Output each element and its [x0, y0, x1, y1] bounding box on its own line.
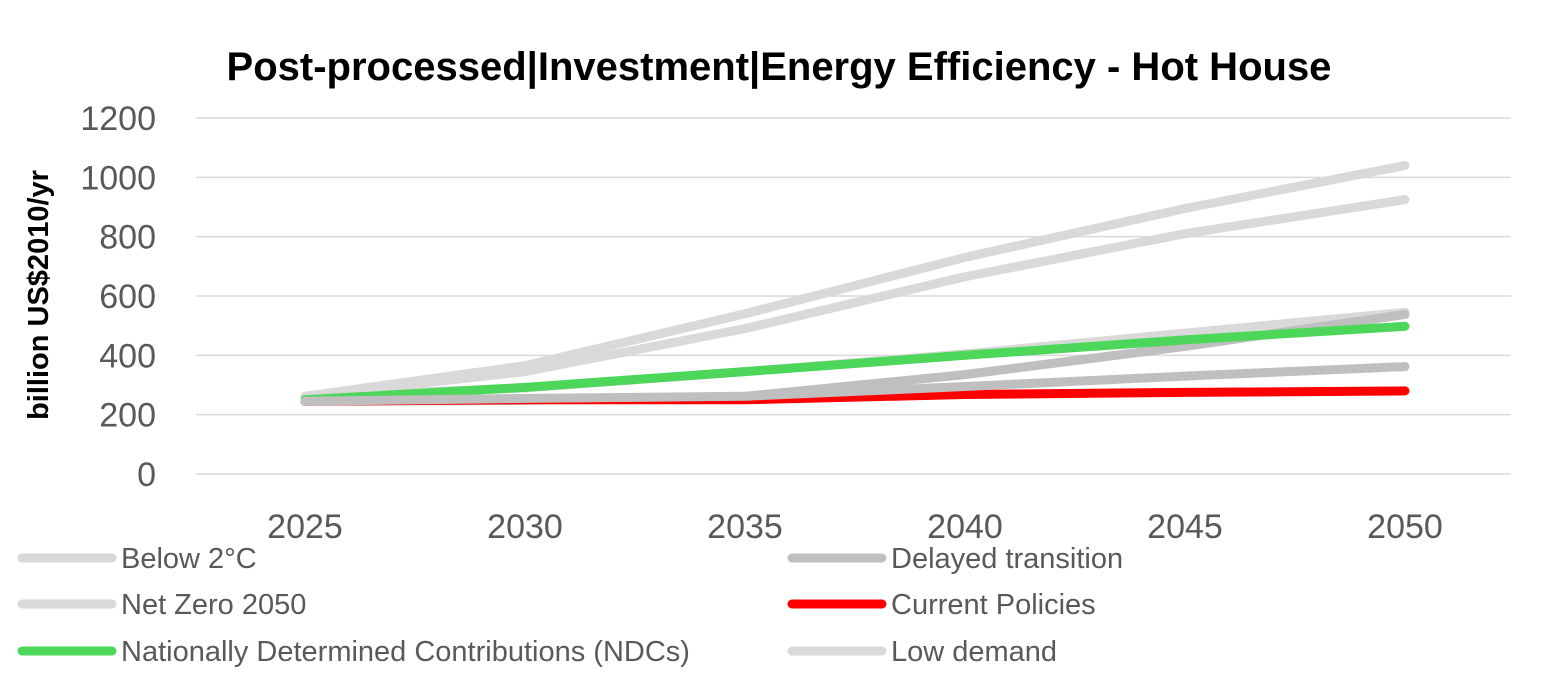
legend: Below 2°C Delayed transition Net Zero 2050… — [17, 543, 1123, 668]
legend-label-delayed-transition: Delayed transition — [891, 543, 1123, 575]
legend-label-nationally-determined-contributions-ndcs: Nationally Determined Contributions (NDC… — [121, 636, 690, 668]
x-tick-label: 2045 — [1147, 508, 1223, 546]
y-tick-label: 800 — [99, 219, 156, 257]
x-tick-label: 2050 — [1367, 508, 1443, 546]
chart-title: Post-processed|Investment|Energy Efficie… — [227, 45, 1332, 89]
legend-label-low-demand: Low demand — [891, 636, 1057, 668]
legend-label-below-2-c: Below 2°C — [121, 543, 257, 575]
series-line-below-2-c — [300, 195, 1410, 401]
y-tick-label: 1200 — [80, 100, 156, 138]
y-tick-label: 1000 — [80, 159, 156, 197]
series-lines — [300, 161, 1410, 406]
series-line-net-zero-2050 — [300, 161, 1410, 401]
legend-label-net-zero-2050: Net Zero 2050 — [121, 589, 306, 621]
series-line-6 — [300, 362, 1410, 406]
y-axis-label: billion US$2010/yr — [23, 170, 55, 420]
gridlines — [196, 117, 1511, 475]
legend-label-current-policies: Current Policies — [891, 589, 1096, 621]
x-tick-label: 2030 — [487, 508, 563, 546]
x-tick-label: 2025 — [267, 508, 343, 546]
series-line-nationally-determined-contributions-ndcs — [300, 321, 1410, 405]
x-axis-ticks: 2025 2030 2035 2040 2045 2050 — [267, 508, 1443, 546]
y-axis-ticks: 0 200 400 600 800 1000 1200 — [80, 100, 156, 494]
y-tick-label: 400 — [99, 337, 156, 375]
x-tick-label: 2035 — [707, 508, 783, 546]
y-tick-label: 600 — [99, 278, 156, 316]
x-tick-label: 2040 — [927, 508, 1003, 546]
y-tick-label: 0 — [137, 456, 156, 494]
y-tick-label: 200 — [99, 397, 156, 435]
